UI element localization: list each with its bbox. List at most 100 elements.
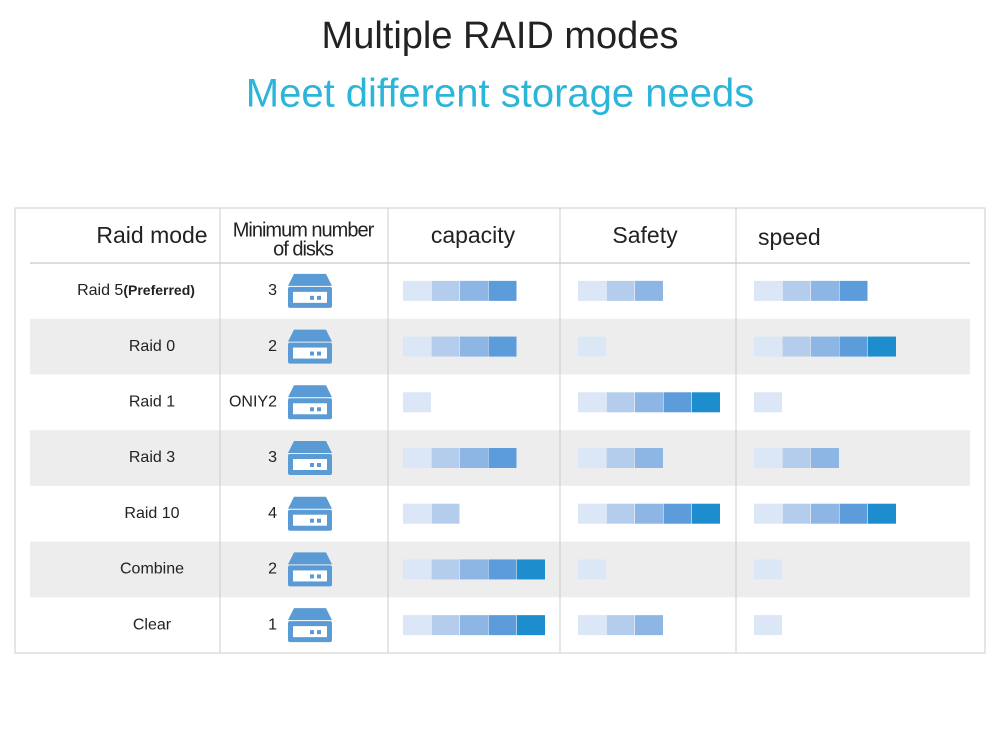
safety-rating: [578, 448, 663, 468]
disk-icon: [288, 385, 332, 420]
rating-block: [635, 448, 663, 468]
disk-icon-led: [310, 463, 314, 467]
disk-icon: [288, 329, 332, 364]
disk-icon-led: [310, 351, 314, 356]
mode-label: Raid 0: [129, 338, 175, 355]
rating-block: [578, 503, 606, 524]
rating-block: [578, 448, 606, 468]
rating-block: [578, 392, 606, 413]
speed-rating: [754, 336, 896, 357]
speed-rating: [754, 392, 782, 413]
rating-block: [635, 503, 663, 524]
disk-icon: [288, 273, 332, 308]
speed-rating: [754, 559, 782, 580]
rating-block: [635, 280, 663, 301]
rating-block: [754, 336, 782, 357]
rating-block: [431, 503, 460, 524]
capacity-rating: [403, 615, 545, 636]
rating-block: [754, 280, 782, 301]
rating-block: [606, 280, 635, 301]
header-speed: speed: [758, 224, 821, 250]
disk-icon-led: [310, 295, 314, 300]
speed-rating: [754, 448, 839, 468]
rating-block: [488, 559, 517, 580]
disk-count: ONIY2: [229, 394, 277, 411]
mode-label: Raid 10: [124, 505, 179, 522]
table-frame: [14, 207, 986, 654]
disk-icon: [288, 552, 332, 587]
disk-icon-led: [317, 407, 321, 412]
rating-block: [460, 559, 488, 580]
rating-block: [782, 448, 811, 468]
rating-block: [578, 559, 606, 580]
rating-block: [460, 448, 488, 468]
disk-icon-led: [310, 407, 314, 412]
mode-name: Raid 5: [77, 282, 123, 299]
mode-label: Combine: [120, 561, 184, 578]
capacity-rating: [403, 336, 517, 357]
rating-block: [431, 615, 460, 636]
rating-block: [460, 336, 488, 357]
disk-count: 1: [268, 616, 277, 633]
rating-block: [811, 336, 839, 357]
rating-block: [431, 336, 460, 357]
safety-rating: [578, 336, 606, 357]
mode-label: Clear: [133, 616, 172, 633]
disk-icon-led: [310, 518, 314, 523]
disk-icon-top: [288, 385, 332, 398]
rating-block: [606, 615, 635, 636]
rating-block: [811, 280, 839, 301]
safety-rating: [578, 559, 606, 580]
disk-icon: [288, 441, 332, 475]
rating-block: [754, 559, 782, 580]
disk-icon-led: [317, 463, 321, 467]
mode-label: Raid 5(Preferred): [77, 282, 195, 300]
rating-block: [839, 280, 868, 301]
disk-icon: [288, 608, 332, 643]
disk-icon-led: [317, 630, 321, 635]
rating-block: [782, 503, 811, 524]
rating-block: [431, 280, 460, 301]
rating-block: [403, 503, 431, 524]
rating-block: [606, 503, 635, 524]
capacity-rating: [403, 503, 460, 524]
rating-block: [811, 503, 839, 524]
disk-icon-top: [288, 329, 332, 342]
rating-block: [811, 448, 839, 468]
capacity-rating: [403, 280, 517, 301]
disk-count: 4: [268, 505, 277, 522]
rating-block: [663, 392, 692, 413]
rating-block: [692, 503, 720, 524]
rating-block: [403, 280, 431, 301]
disk-count: 3: [268, 282, 277, 299]
rating-block: [517, 615, 545, 636]
rating-block: [403, 559, 431, 580]
mode-label: Raid 3: [129, 449, 175, 466]
disk-count: 2: [268, 561, 277, 578]
safety-rating: [578, 503, 720, 524]
disk-icon-led: [317, 518, 321, 523]
rating-block: [488, 448, 517, 468]
header-safety: Safety: [612, 222, 678, 248]
subtitle: Meet different storage needs: [246, 72, 754, 116]
speed-rating: [754, 615, 782, 636]
disk-icon-led: [317, 351, 321, 356]
disk-count: 2: [268, 338, 277, 355]
disk-icon-top: [288, 608, 332, 621]
rating-block: [488, 615, 517, 636]
disk-icon-led: [310, 630, 314, 635]
rating-block: [782, 280, 811, 301]
rating-block: [488, 280, 517, 301]
mode-label: Raid 1: [129, 394, 175, 411]
rating-block: [606, 392, 635, 413]
rating-block: [517, 559, 545, 580]
capacity-rating: [403, 559, 545, 580]
header-disks: Minimum number: [233, 219, 375, 241]
rating-block: [635, 615, 663, 636]
rating-block: [578, 280, 606, 301]
disk-icon-led: [317, 295, 321, 300]
rating-block: [868, 336, 896, 357]
capacity-rating: [403, 448, 517, 468]
rating-block: [754, 503, 782, 524]
